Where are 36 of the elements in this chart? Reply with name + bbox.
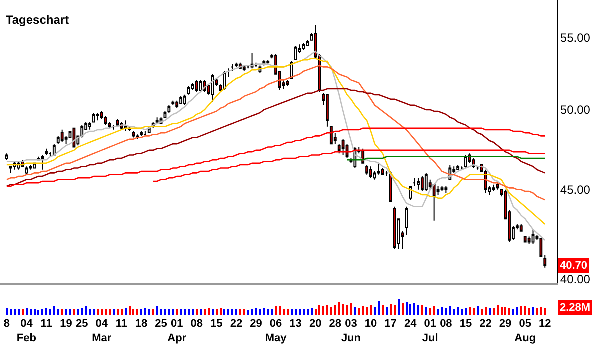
y-tick-label: 50.00 (560, 103, 591, 118)
text: 2.28M (560, 302, 591, 314)
y-tick-label: 45.00 (560, 183, 591, 198)
x-tick-label: 01 Jul (422, 318, 438, 344)
x-tick-label: 20 (309, 318, 322, 330)
x-tick-label: 11 (40, 318, 52, 330)
x-tick-label: 04 Mar (92, 318, 112, 344)
x-tick-label: 15 (210, 318, 223, 330)
x-tick-label: 08 (190, 318, 204, 330)
x-tick-label: 24 (404, 318, 418, 330)
x-tick-label: 29 (499, 318, 512, 330)
x-tick-label: 19 (60, 318, 72, 330)
x-tick-label: 17 (384, 318, 397, 330)
x-tick-label: 12 (539, 318, 552, 330)
x-tick-label: 08 (440, 318, 452, 330)
text: 40.70 (560, 260, 588, 272)
x-tick-label: 25 (76, 318, 88, 330)
x-tick-label: 10 (364, 318, 378, 330)
x-tick-label: 03 Jun (341, 318, 362, 344)
y-tick-label: 55.00 (560, 30, 591, 45)
x-tick-label: 8 (4, 318, 10, 330)
x-tick-label: 22 (480, 318, 492, 330)
text: Tageschart (6, 13, 70, 28)
x-tick-label: 06 May (265, 318, 288, 344)
x-tick-label: 11 (116, 318, 128, 330)
x-tick-label: 04 Feb (16, 318, 37, 344)
y-tick-label: 40.00 (560, 272, 591, 286)
x-tick-label: 25 (155, 318, 168, 330)
x-tick-label: 15 (460, 318, 472, 330)
x-tick-label: 01 Apr (168, 318, 188, 344)
x-tick-label: 28 (329, 318, 342, 330)
x-tick-label: 29 (250, 318, 262, 330)
x-tick-label: 05 Aug (514, 318, 536, 344)
x-tick-label: 13 (290, 318, 302, 330)
x-tick-label: 18 (135, 318, 148, 330)
x-tick-label: 22 (230, 318, 243, 330)
